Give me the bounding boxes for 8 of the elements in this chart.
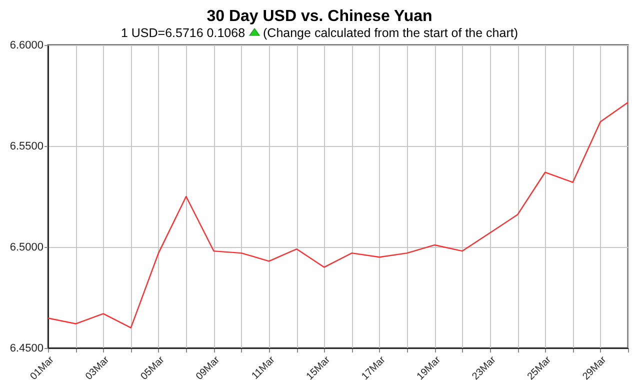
y-tick-label: 6.5500 (10, 140, 44, 152)
text: (Change calculated from the start of the chart) (263, 26, 518, 40)
chart-subtitle: 1 USD=6.5716 0.1068 (120, 26, 246, 40)
chart-title: 30 Day USD vs. Chinese Yuan (206, 7, 434, 26)
y-tick-label: 6.5000 (10, 242, 44, 254)
y-tick-label: 6.4500 (10, 342, 44, 354)
line-series (47, 102, 629, 328)
y-tick-label: 6.6000 (10, 40, 44, 52)
